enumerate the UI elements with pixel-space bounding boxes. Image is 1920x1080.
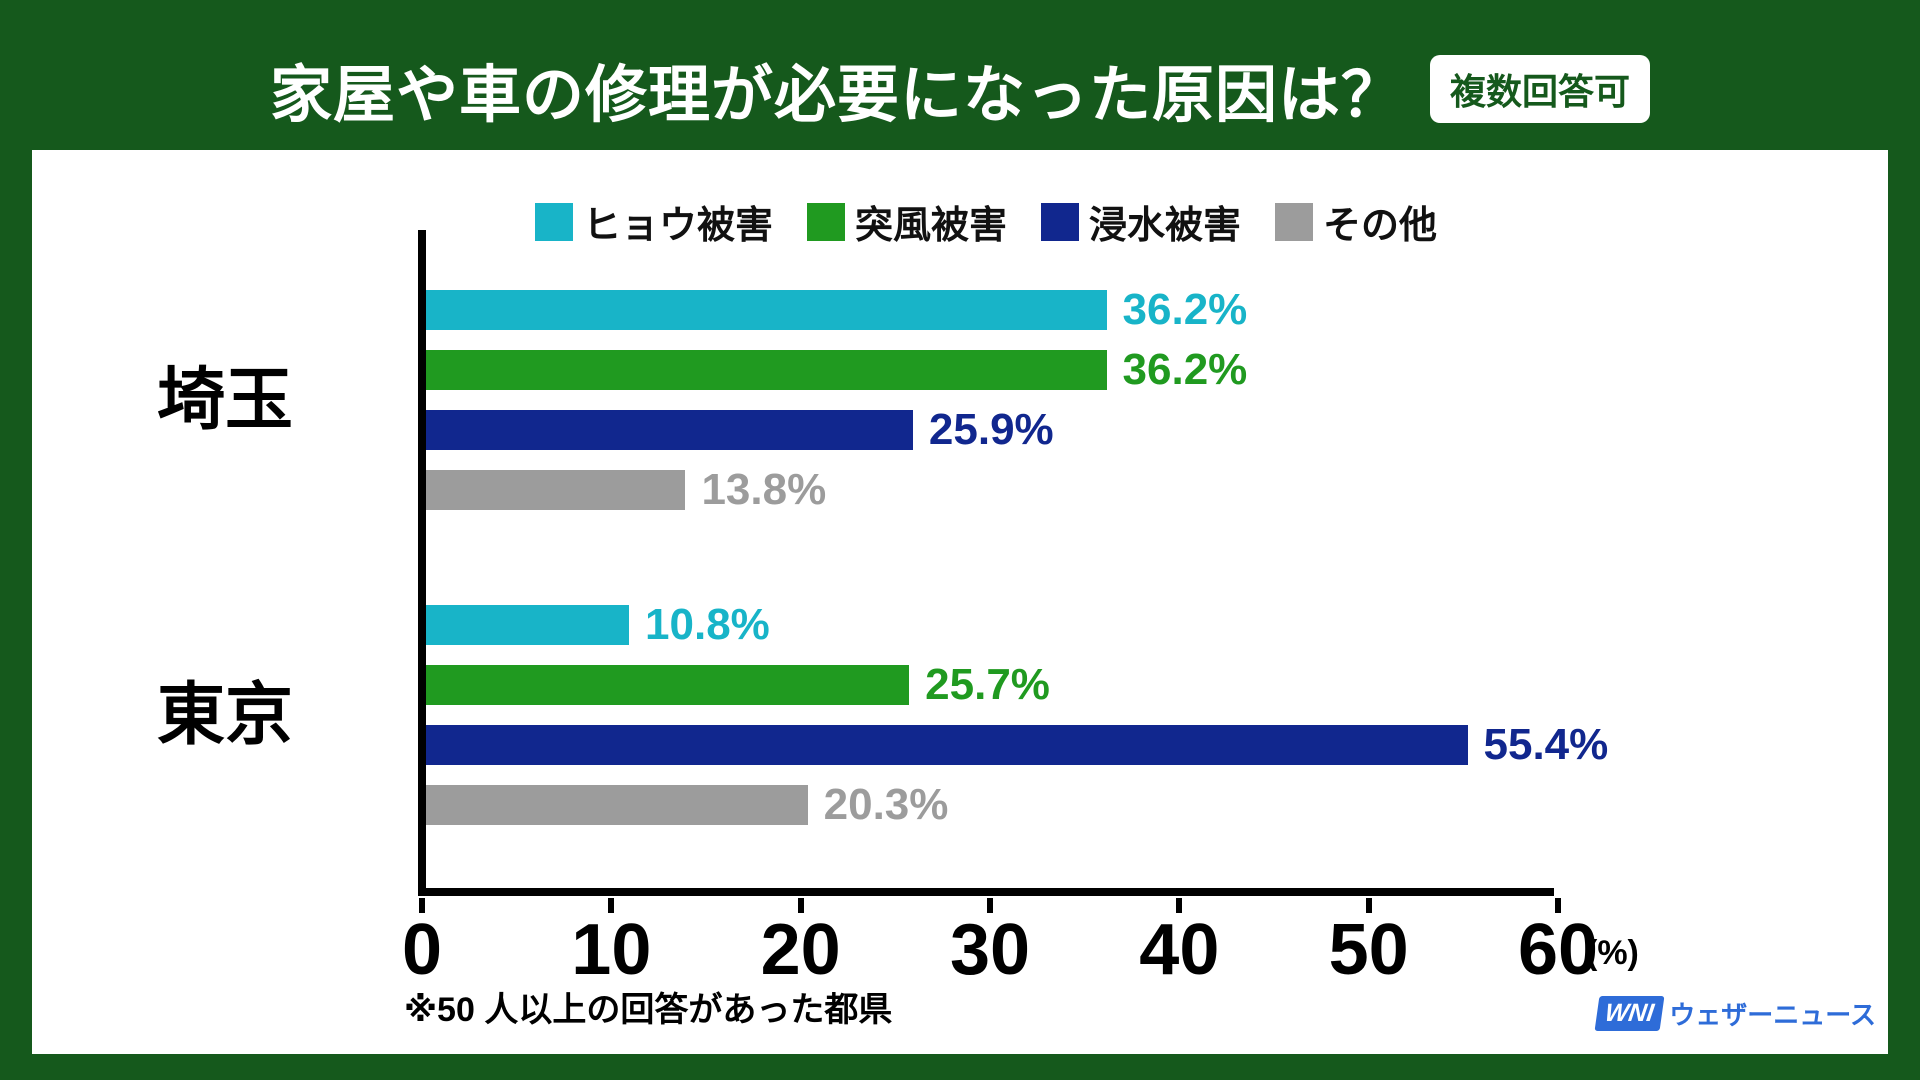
tick-mark	[1365, 898, 1372, 913]
logo-mark-icon: WNI	[1594, 996, 1664, 1031]
tick-label: 40	[1139, 910, 1220, 990]
bar-row: 36.2%	[426, 345, 1554, 410]
tick-label: 20	[760, 910, 841, 990]
bar-row: 20.3%	[426, 780, 1554, 845]
bar	[426, 725, 1468, 765]
bar	[426, 470, 686, 510]
multiple-answers-badge: 複数回答可	[1430, 55, 1651, 123]
plot-area: 36.2% 36.2% 25.9% 13.8% 10.8% 25.7% 55.4% 20.3%	[418, 230, 1608, 896]
bar-row: 13.8%	[426, 465, 1554, 530]
legend-label: ヒョウ被害	[582, 205, 773, 247]
tick-mark	[1555, 898, 1561, 913]
tick-label: 60	[1517, 910, 1599, 990]
bar-row: 25.7%	[426, 660, 1554, 725]
footnote: ※50 人以上の回答があった都県	[404, 991, 893, 1029]
bar-value-label: 10.8%	[645, 600, 770, 649]
bar	[426, 785, 808, 825]
bar	[426, 410, 913, 450]
bar-value-label: 55.4%	[1483, 720, 1609, 769]
bar-group: 36.2% 36.2% 25.9% 13.8%	[426, 285, 1554, 530]
bar-row: 10.8%	[426, 600, 1554, 665]
bar-row: 55.4%	[426, 723, 1608, 785]
page-title: 家屋や車の修理が必要になった原因は？	[269, 61, 1404, 130]
logo-text: ウェザーニュース	[1669, 1000, 1876, 1030]
bar	[426, 605, 630, 645]
bar-value-label: 25.9%	[928, 405, 1054, 454]
bar-value-label: 13.8%	[701, 465, 827, 514]
legend-label: その他	[1323, 205, 1438, 247]
bar-row: 25.9%	[426, 405, 1554, 470]
bar-value-label: 20.3%	[823, 780, 949, 829]
bar-value-label: 25.7%	[925, 660, 1050, 709]
tick-mark	[987, 898, 993, 913]
x-axis: 0 10 20 30 40 50 60 (%)	[402, 896, 1838, 1026]
x-axis-unit: (%)	[1586, 934, 1639, 972]
tick-mark	[797, 898, 804, 913]
bar-row: 36.2%	[426, 285, 1554, 350]
category-label: 埼玉	[156, 362, 293, 438]
legend-item: その他	[1275, 194, 1437, 249]
legend-swatch-icon	[1041, 202, 1079, 241]
legend-item: 浸水被害	[1041, 194, 1241, 249]
weathernews-logo: WNI ウェザーニュース	[1594, 995, 1876, 1032]
legend-item: 突風被害	[806, 194, 1007, 249]
bar-value-label: 36.2%	[1122, 285, 1248, 334]
category-labels: 埼玉 東京	[32, 230, 418, 896]
tick-label: 30	[949, 910, 1031, 990]
tick-label: 50	[1328, 910, 1409, 990]
legend-label: 突風被害	[854, 205, 1007, 247]
legend-label: 浸水被害	[1089, 205, 1242, 247]
tick-mark	[419, 898, 425, 913]
bar	[426, 350, 1107, 390]
chart-legend: ヒョウ被害 突風被害 浸水被害 その他	[418, 194, 1554, 249]
category-label: 東京	[156, 677, 293, 753]
legend-swatch-icon	[806, 202, 845, 241]
chart-panel: ヒョウ被害 突風被害 浸水被害 その他 埼玉東京 36.2% 36.2% 25.9% 13.…	[32, 150, 1888, 1054]
tick-label: 10	[571, 910, 652, 990]
tick-mark	[608, 898, 615, 913]
tick-mark	[1176, 898, 1183, 913]
bar	[426, 290, 1107, 330]
legend-swatch-icon	[534, 202, 573, 241]
legend-item: ヒョウ被害	[534, 194, 773, 249]
legend-swatch-icon	[1275, 202, 1314, 241]
header: 家屋や車の修理が必要になった原因は？ 複数回答可	[0, 0, 1920, 150]
bar	[426, 665, 910, 705]
bar-group: 10.8% 25.7% 55.4% 20.3%	[426, 600, 1608, 845]
tick-label: 0	[401, 910, 443, 990]
bar-value-label: 36.2%	[1122, 345, 1248, 394]
